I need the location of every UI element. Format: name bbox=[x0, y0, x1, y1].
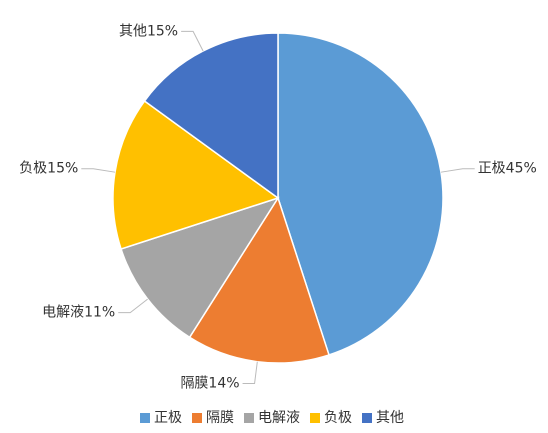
data-label: 隔膜14% bbox=[180, 376, 239, 392]
leader-line bbox=[440, 168, 475, 173]
legend-label: 隔膜 bbox=[206, 410, 234, 426]
pie-slice bbox=[143, 32, 279, 200]
legend-swatch bbox=[140, 413, 150, 423]
pie-slice bbox=[188, 196, 330, 364]
legend-swatch bbox=[244, 413, 254, 423]
pie-slice bbox=[112, 99, 280, 250]
data-label: 电解液11% bbox=[42, 305, 115, 321]
data-label: 其他15% bbox=[119, 23, 178, 39]
pie-slice bbox=[120, 196, 280, 339]
data-label: 正极45% bbox=[478, 161, 537, 177]
data-label: 负极15% bbox=[19, 161, 78, 177]
leader-line bbox=[242, 361, 258, 385]
leader-line bbox=[118, 298, 148, 314]
legend-swatch bbox=[310, 413, 320, 423]
legend-swatch bbox=[192, 413, 202, 423]
leader-line bbox=[181, 30, 204, 52]
legend-label: 其他 bbox=[376, 410, 404, 426]
legend-label: 正极 bbox=[154, 410, 182, 426]
pie-slice bbox=[277, 32, 444, 356]
legend-label: 电解液 bbox=[258, 410, 300, 426]
legend-label: 负极 bbox=[324, 410, 352, 426]
leader-line bbox=[81, 168, 116, 173]
legend-swatch bbox=[362, 413, 372, 423]
